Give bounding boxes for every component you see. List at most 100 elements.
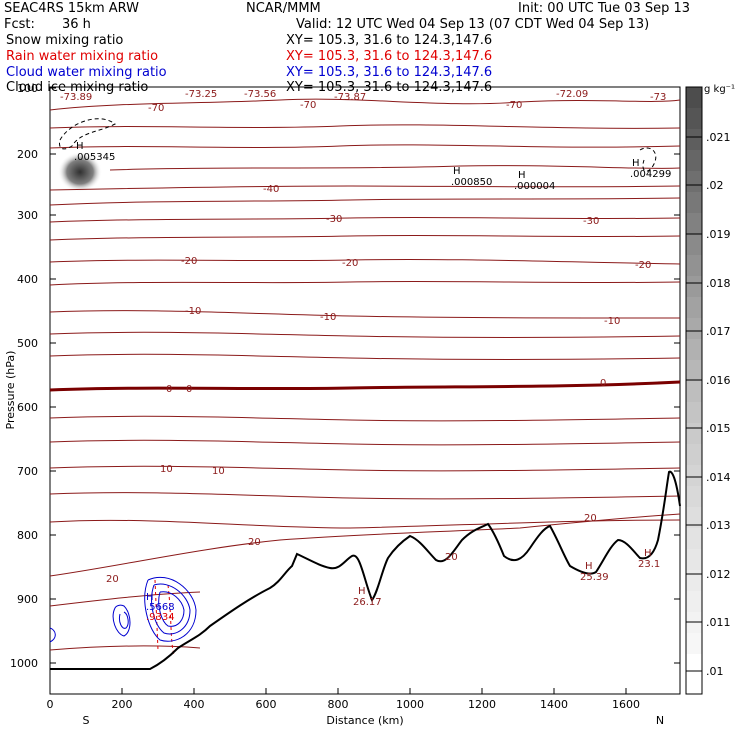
extrema-h-7: H xyxy=(644,548,652,559)
x-tick-200: 200 xyxy=(112,698,133,711)
contour-low-c xyxy=(49,591,201,607)
colorbar-unit: g kg⁻¹ xyxy=(704,84,735,95)
y-tick-700: 700 xyxy=(17,465,38,478)
x-tick-800: 800 xyxy=(328,698,349,711)
extrema-h-5: H xyxy=(358,586,366,597)
extrema-labels: H .005345 H .000850 H .000004 H .004299 … xyxy=(74,141,671,623)
label-minus10-b: -10 xyxy=(320,312,336,323)
field-xy-snow: XY= 105.3, 31.6 to 124.3,147.6 xyxy=(286,33,493,48)
y-tick-900: 900 xyxy=(17,593,38,606)
contour-upper-d xyxy=(49,197,681,206)
rain-contours xyxy=(154,579,175,656)
contour-low-d xyxy=(49,645,201,651)
cb-tick-016: .016 xyxy=(706,374,731,387)
contour-mid-a xyxy=(49,331,681,338)
cloudwater-contours xyxy=(49,576,197,643)
x-tick-1400: 1400 xyxy=(540,698,568,711)
top-label-3: -73.56 xyxy=(244,89,276,100)
cb-tick-019: .019 xyxy=(706,228,731,241)
terrain-line xyxy=(50,470,681,670)
x-tick-1600: 1600 xyxy=(612,698,640,711)
y-tick-400: 400 xyxy=(17,273,38,286)
cb-tick-012: .012 xyxy=(706,568,731,581)
y-axis-label: Pressure (hPa) xyxy=(4,351,17,430)
contour-plus10 xyxy=(49,465,681,472)
x-end-right: N xyxy=(656,714,664,727)
x-tick-600: 600 xyxy=(256,698,277,711)
label-zero-b: 0 xyxy=(186,384,192,395)
x-axis-label: Distance (km) xyxy=(326,714,403,727)
label-plus10-b: 10 xyxy=(212,466,225,477)
contour-mid-c xyxy=(49,415,681,422)
contour-zero xyxy=(49,380,681,392)
label-plus20-c: 20 xyxy=(445,552,458,563)
label-minus30-b: -30 xyxy=(583,216,599,227)
label-minus10-c: -10 xyxy=(604,316,620,327)
y-tick-labels: 100 200 300 400 500 600 700 800 900 1000 xyxy=(10,82,38,670)
field-name-snow: Snow mixing ratio xyxy=(6,33,124,48)
contour-low-b xyxy=(49,519,681,529)
extrema-h-2: H xyxy=(453,166,461,177)
fcst-label: Fcst: xyxy=(4,17,35,32)
contour-upper-e xyxy=(49,234,681,241)
top-labels: -73.89 -73.25 -73.56 -73.87 -72.09 -73 xyxy=(60,89,666,103)
contour-low-a xyxy=(49,492,681,500)
label-minus20-a: -20 xyxy=(181,256,197,267)
contour-labels: -70 -70 -70 -40 -30 -30 -20 -20 -20 -10 … xyxy=(106,100,651,585)
x-axis xyxy=(49,688,627,694)
cb-tick-015: .015 xyxy=(706,422,731,435)
cb-tick-018: .018 xyxy=(706,277,731,290)
label-minus10-a: -10 xyxy=(185,306,201,317)
label-minus40: -40 xyxy=(263,184,279,195)
ice-contours xyxy=(59,118,657,172)
x-tick-1000: 1000 xyxy=(396,698,424,711)
plot-frame xyxy=(49,86,681,695)
top-label-6: -73 xyxy=(650,92,666,103)
contour-mid-b xyxy=(49,353,681,360)
colorbar xyxy=(685,86,703,695)
top-label-1: -73.89 xyxy=(60,92,92,103)
field-xy-rain: XY= 105.3, 31.6 to 124.3,147.6 xyxy=(286,49,493,64)
extrema-v-4: .004299 xyxy=(630,169,671,180)
extrema-h-1: H xyxy=(76,141,84,152)
contour-minus40 xyxy=(49,185,681,191)
label-plus20-b: 20 xyxy=(248,537,261,548)
x-tick-400: 400 xyxy=(184,698,205,711)
init-time: Init: 00 UTC Tue 03 Sep 13 xyxy=(518,1,691,16)
x-tick-0: 0 xyxy=(47,698,54,711)
contour-upper-f xyxy=(49,280,681,286)
y-tick-100: 100 xyxy=(17,82,38,95)
x-tick-1200: 1200 xyxy=(468,698,496,711)
field-xy-cloudwater: XY= 105.3, 31.6 to 124.3,147.6 xyxy=(286,65,493,80)
label-minus70-a: -70 xyxy=(148,103,164,114)
label-minus30-a: -30 xyxy=(326,214,342,225)
contour-upper-a xyxy=(49,124,681,129)
extrema-v-3: .000004 xyxy=(514,181,555,192)
label-minus20-b: -20 xyxy=(342,258,358,269)
y-tick-500: 500 xyxy=(17,337,38,350)
label-minus20-c: -20 xyxy=(635,260,651,271)
y-tick-600: 600 xyxy=(17,401,38,414)
contour-minus30 xyxy=(49,216,681,223)
snow-shading xyxy=(58,152,102,192)
top-label-5: -72.09 xyxy=(556,89,588,100)
cb-tick-017: .017 xyxy=(706,325,731,338)
top-label-4: -73.87 xyxy=(334,92,366,103)
cb-tick-021: .021 xyxy=(706,131,731,144)
label-plus20-a: 20 xyxy=(106,574,119,585)
top-label-2: -73.25 xyxy=(185,89,217,100)
extrema-v-1: .005345 xyxy=(74,152,115,163)
label-plus20-d: 20 xyxy=(584,513,597,524)
extrema-v-6: 25.39 xyxy=(580,572,609,583)
cb-tick-013: .013 xyxy=(706,519,731,532)
valid-time: Valid: 12 UTC Wed 04 Sep 13 (07 CDT Wed … xyxy=(296,17,650,32)
contour-minus70 xyxy=(49,98,681,111)
y-tick-1000: 1000 xyxy=(10,657,38,670)
y-axis xyxy=(50,87,680,664)
contour-minus20 xyxy=(49,258,681,265)
contour-upper-b xyxy=(49,144,681,149)
extrema-v-2: .000850 xyxy=(451,177,492,188)
extrema-v-7: 23.1 xyxy=(638,559,660,570)
extrema-h-3: H xyxy=(518,170,526,181)
label-zero-c: 0 xyxy=(600,378,606,389)
